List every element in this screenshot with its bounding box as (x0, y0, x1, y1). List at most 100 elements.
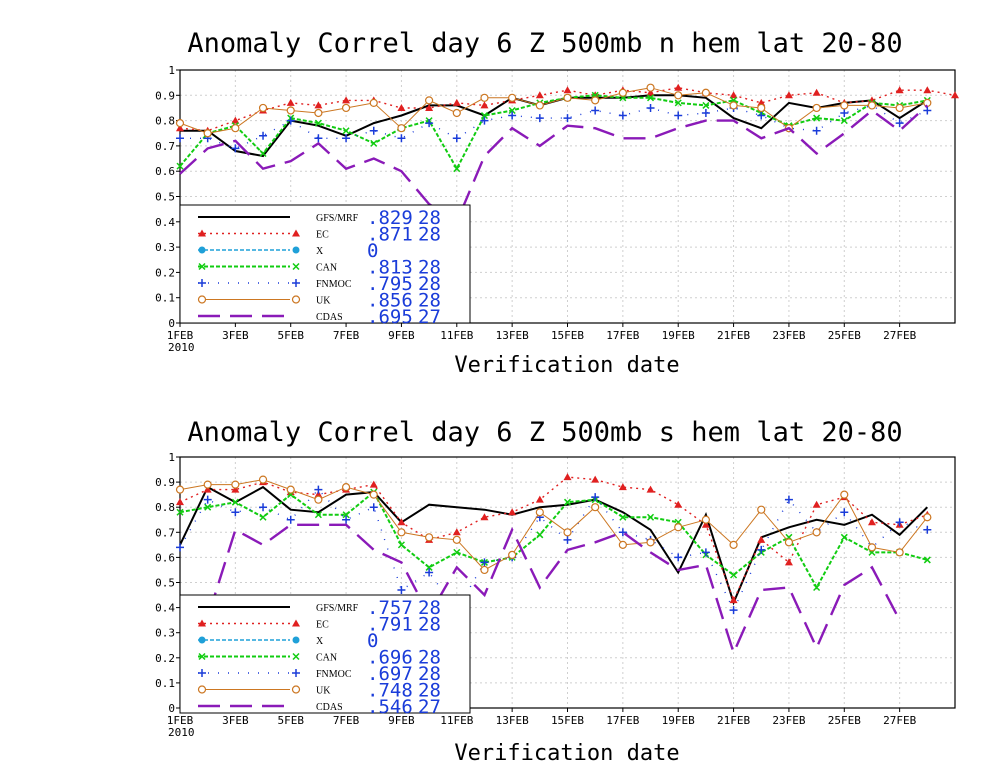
legend-marker (292, 229, 300, 237)
data-point (452, 108, 461, 118)
data-point (757, 98, 766, 106)
legend-score: 0 (367, 630, 378, 652)
x-tick-label: 25FEB (828, 329, 861, 342)
data-point (231, 124, 240, 133)
data-point (729, 540, 738, 549)
data-point (563, 93, 572, 102)
data-point (784, 91, 793, 99)
data-point (258, 475, 268, 484)
legend-score: .546 (367, 696, 413, 718)
data-point (480, 116, 489, 125)
data-point (729, 91, 738, 99)
legend-score: .748 (367, 680, 413, 702)
x-tick-label: 9FEB (388, 714, 415, 727)
data-point (176, 162, 184, 170)
legend-count: 28 (418, 680, 441, 702)
data-point (840, 101, 849, 110)
x-tick-label: 21FEB (717, 714, 750, 727)
data-point (867, 543, 877, 552)
y-tick-label: 0.9 (155, 89, 175, 102)
legend-marker (198, 652, 206, 661)
data-point (480, 112, 488, 120)
data-point (701, 520, 710, 528)
data-point (536, 531, 544, 539)
data-point (674, 111, 683, 120)
data-point (674, 99, 682, 107)
y-tick-label: 0.3 (155, 627, 175, 640)
data-point (452, 535, 461, 544)
chart-northern-hemisphere: Anomaly Correl day 6 Z 500mb n hem lat 2… (155, 28, 959, 378)
data-point (369, 126, 378, 135)
data-point (341, 483, 351, 492)
series-line (179, 523, 901, 657)
data-point (369, 98, 378, 107)
legend-label: CAN (316, 263, 337, 274)
y-tick-label: 0.6 (155, 165, 175, 178)
data-point (647, 513, 655, 521)
data-point (618, 540, 627, 549)
data-point (175, 485, 185, 494)
legend-count: 28 (418, 224, 441, 246)
data-point (730, 571, 738, 579)
data-point (923, 98, 932, 107)
series-line (179, 104, 929, 224)
data-point (231, 485, 240, 493)
data-point (425, 533, 434, 542)
y-tick-label: 0.1 (155, 292, 175, 305)
x-tick-label: 17FEB (606, 329, 639, 342)
data-point (563, 473, 572, 481)
x-tick-label: 23FEB (772, 714, 805, 727)
data-point (397, 124, 406, 133)
legend-score: .856 (367, 290, 413, 312)
data-point (286, 106, 295, 115)
data-point (203, 485, 212, 493)
series-fnmoc (176, 101, 932, 153)
series-line (179, 490, 928, 590)
data-point (480, 558, 489, 567)
y-tick-label: 0.4 (155, 602, 175, 615)
data-point (535, 508, 544, 517)
data-point (342, 511, 350, 519)
data-point (923, 106, 932, 115)
data-point (258, 103, 268, 113)
data-point (563, 528, 572, 537)
data-point (812, 88, 821, 96)
data-point (563, 498, 572, 506)
data-point (618, 88, 627, 97)
data-point (397, 541, 405, 549)
legend-score: .695 (367, 306, 413, 328)
data-point (591, 503, 600, 512)
data-point (784, 495, 793, 504)
data-point (314, 119, 322, 127)
legend-marker (292, 262, 300, 271)
data-point (370, 139, 378, 147)
data-point (840, 490, 849, 499)
data-point (535, 114, 544, 123)
data-point (813, 583, 821, 592)
data-point (397, 518, 406, 526)
y-tick-label: 0.7 (155, 140, 175, 153)
data-point (951, 91, 959, 99)
legend-count: 28 (418, 614, 441, 636)
legend-count: 27 (418, 696, 441, 718)
data-point (674, 553, 683, 562)
legend-label: GFS/MRF (316, 213, 359, 224)
legend-score: 0 (367, 240, 378, 262)
x-tick-label: 7FEB (333, 329, 360, 342)
data-point (647, 94, 655, 102)
data-point (286, 515, 295, 524)
legend-count: 28 (418, 257, 441, 279)
legend-marker (198, 246, 206, 254)
data-point (729, 606, 738, 615)
data-point (342, 96, 351, 104)
legend-marker (198, 619, 206, 627)
legend-label: X (316, 636, 324, 647)
data-point (757, 111, 766, 120)
legend-label: FNMOC (316, 279, 352, 290)
x-tick-label: 27FEB (883, 329, 916, 342)
y-tick-label: 0.6 (155, 551, 175, 564)
legend-label: GFS/MRF (316, 603, 359, 614)
data-point (203, 495, 212, 504)
data-point (369, 480, 378, 488)
